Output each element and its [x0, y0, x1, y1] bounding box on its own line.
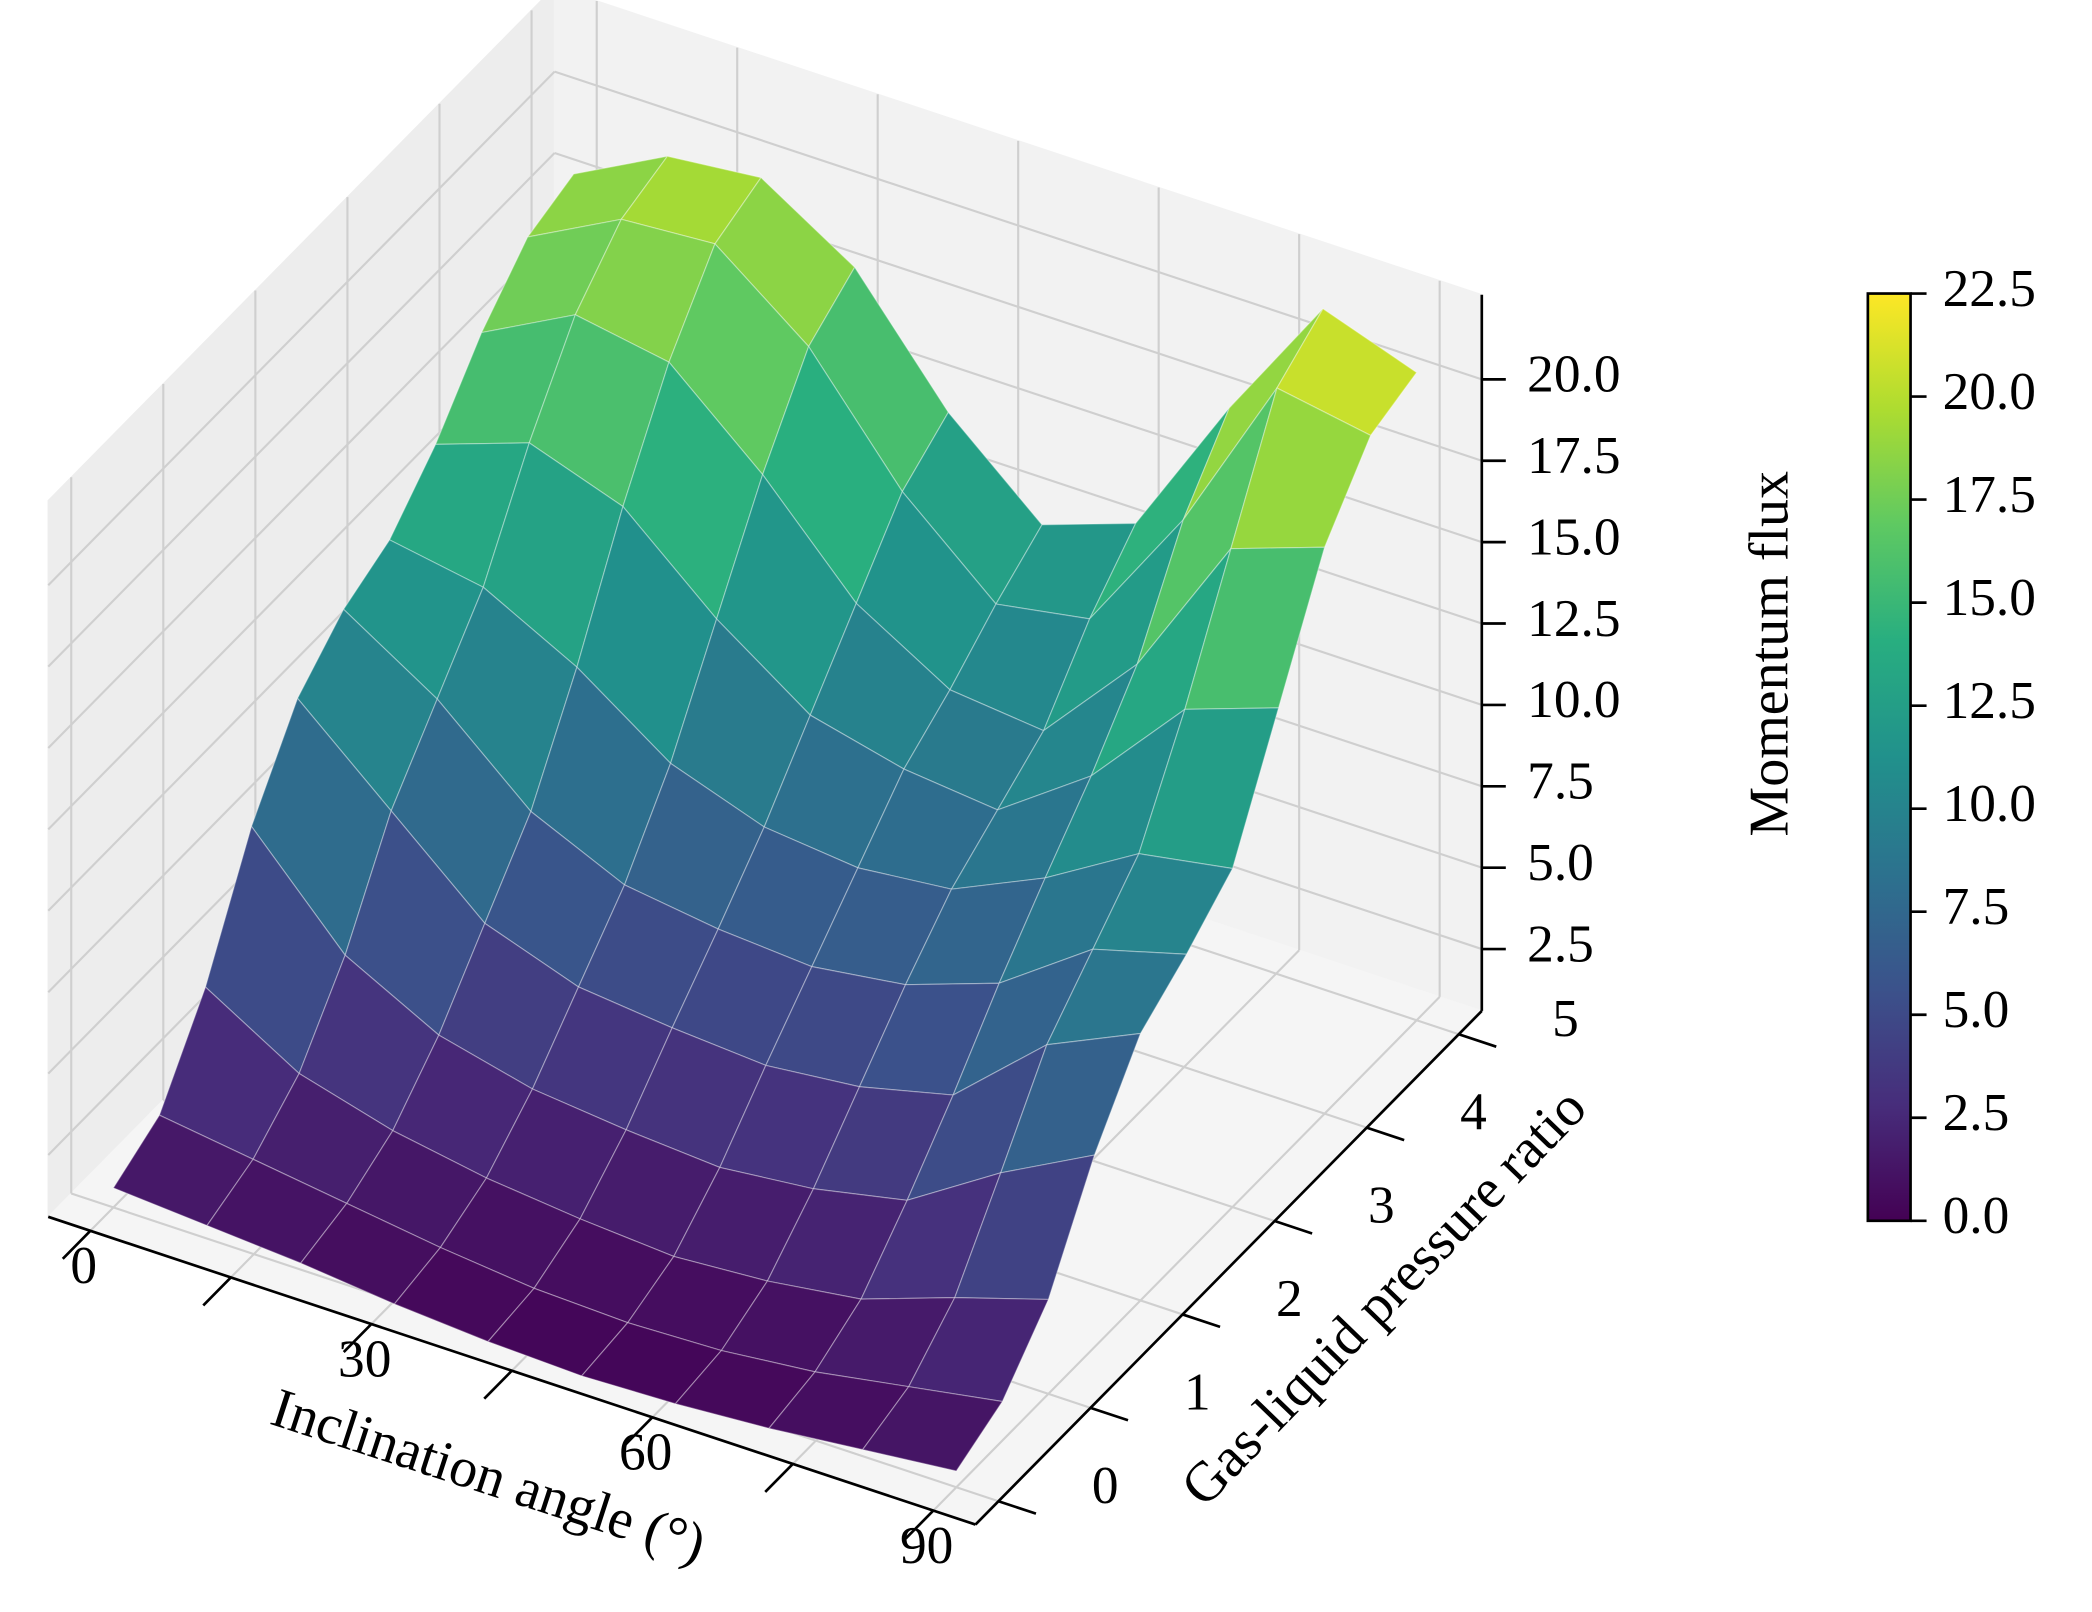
x-tick [623, 1416, 654, 1447]
x-tick [202, 1276, 232, 1307]
x-tick [764, 1463, 794, 1493]
z-tick-label: 12.5 [1527, 588, 1620, 648]
y-axis-line [974, 1009, 1483, 1526]
x-tick-label: 90 [900, 1515, 953, 1575]
y-tick [1182, 1313, 1221, 1329]
colorbar-tick-label: 20.0 [1943, 361, 2036, 421]
z-tick-label: 7.5 [1527, 751, 1594, 811]
surface [112, 155, 1418, 1472]
colorbar-tick-label: 0.0 [1943, 1185, 2010, 1245]
y-tick [1366, 1126, 1405, 1142]
colorbar-tick-label: 2.5 [1943, 1082, 2010, 1142]
y-tick [1090, 1406, 1129, 1422]
z-tick-label: 10.0 [1527, 669, 1620, 729]
z-axis-label: Momentum flux [1738, 471, 1800, 837]
surface-patch [1276, 308, 1418, 437]
grid-line [932, 996, 1441, 1512]
colorbar-tick-label: 7.5 [1943, 876, 2010, 936]
surface-patch [1046, 948, 1188, 1046]
x-tick-label: 0 [70, 1235, 97, 1295]
surface-patch [1092, 853, 1234, 955]
z-tick-label: 5.0 [1527, 832, 1594, 892]
colorbar-tick-label: 12.5 [1943, 670, 2036, 730]
x-tick [61, 1229, 92, 1260]
surface-patch [908, 1297, 1050, 1403]
x-tick-label: 60 [619, 1422, 672, 1482]
y-tick-label: 0 [1092, 1455, 1119, 1515]
surface-patch [862, 1386, 1003, 1472]
colorbar-tick-label: 5.0 [1943, 979, 2010, 1039]
z-tick-label: 17.5 [1527, 425, 1620, 485]
z-tick-label: 15.0 [1527, 506, 1620, 566]
y-tick-label: 5 [1552, 988, 1579, 1048]
y-tick-label: 4 [1460, 1081, 1487, 1141]
colorbar-fill [1866, 292, 1912, 1223]
colorbar-tick-label: 17.5 [1943, 464, 2036, 524]
x-tick [483, 1369, 513, 1400]
surface-patch [1138, 707, 1280, 870]
colorbar-tick-label: 22.5 [1943, 258, 2036, 318]
z-tick-label: 20.0 [1527, 344, 1620, 404]
y-tick [998, 1499, 1037, 1515]
z-tick-label: 2.5 [1527, 913, 1594, 973]
colorbar-tick-label: 10.0 [1943, 773, 2036, 833]
grid-line [47, 233, 556, 749]
grid-line [47, 70, 556, 587]
colorbar-tick-label: 15.0 [1943, 567, 2036, 627]
x-tick [342, 1323, 373, 1354]
colorbar: 0.0 2.5 5.0 7.5 10.0 12.5 15.0 17.5 20.0 22.5 [1866, 258, 2036, 1245]
y-tick [1274, 1219, 1313, 1235]
x-tick [904, 1509, 935, 1540]
y-tick-label: 3 [1368, 1175, 1395, 1235]
axes: 0 30 60 90 0 1 2 3 4 5 2.5 5.0 7.5 10.0 12.5 15.0 17.5 20… [47, 294, 1621, 1575]
y-tick-label: 2 [1276, 1268, 1303, 1328]
y-tick-label: 1 [1184, 1361, 1211, 1421]
x-tick-label: 30 [338, 1328, 391, 1388]
y-tick [1458, 1032, 1497, 1048]
grid-line [47, 152, 556, 668]
